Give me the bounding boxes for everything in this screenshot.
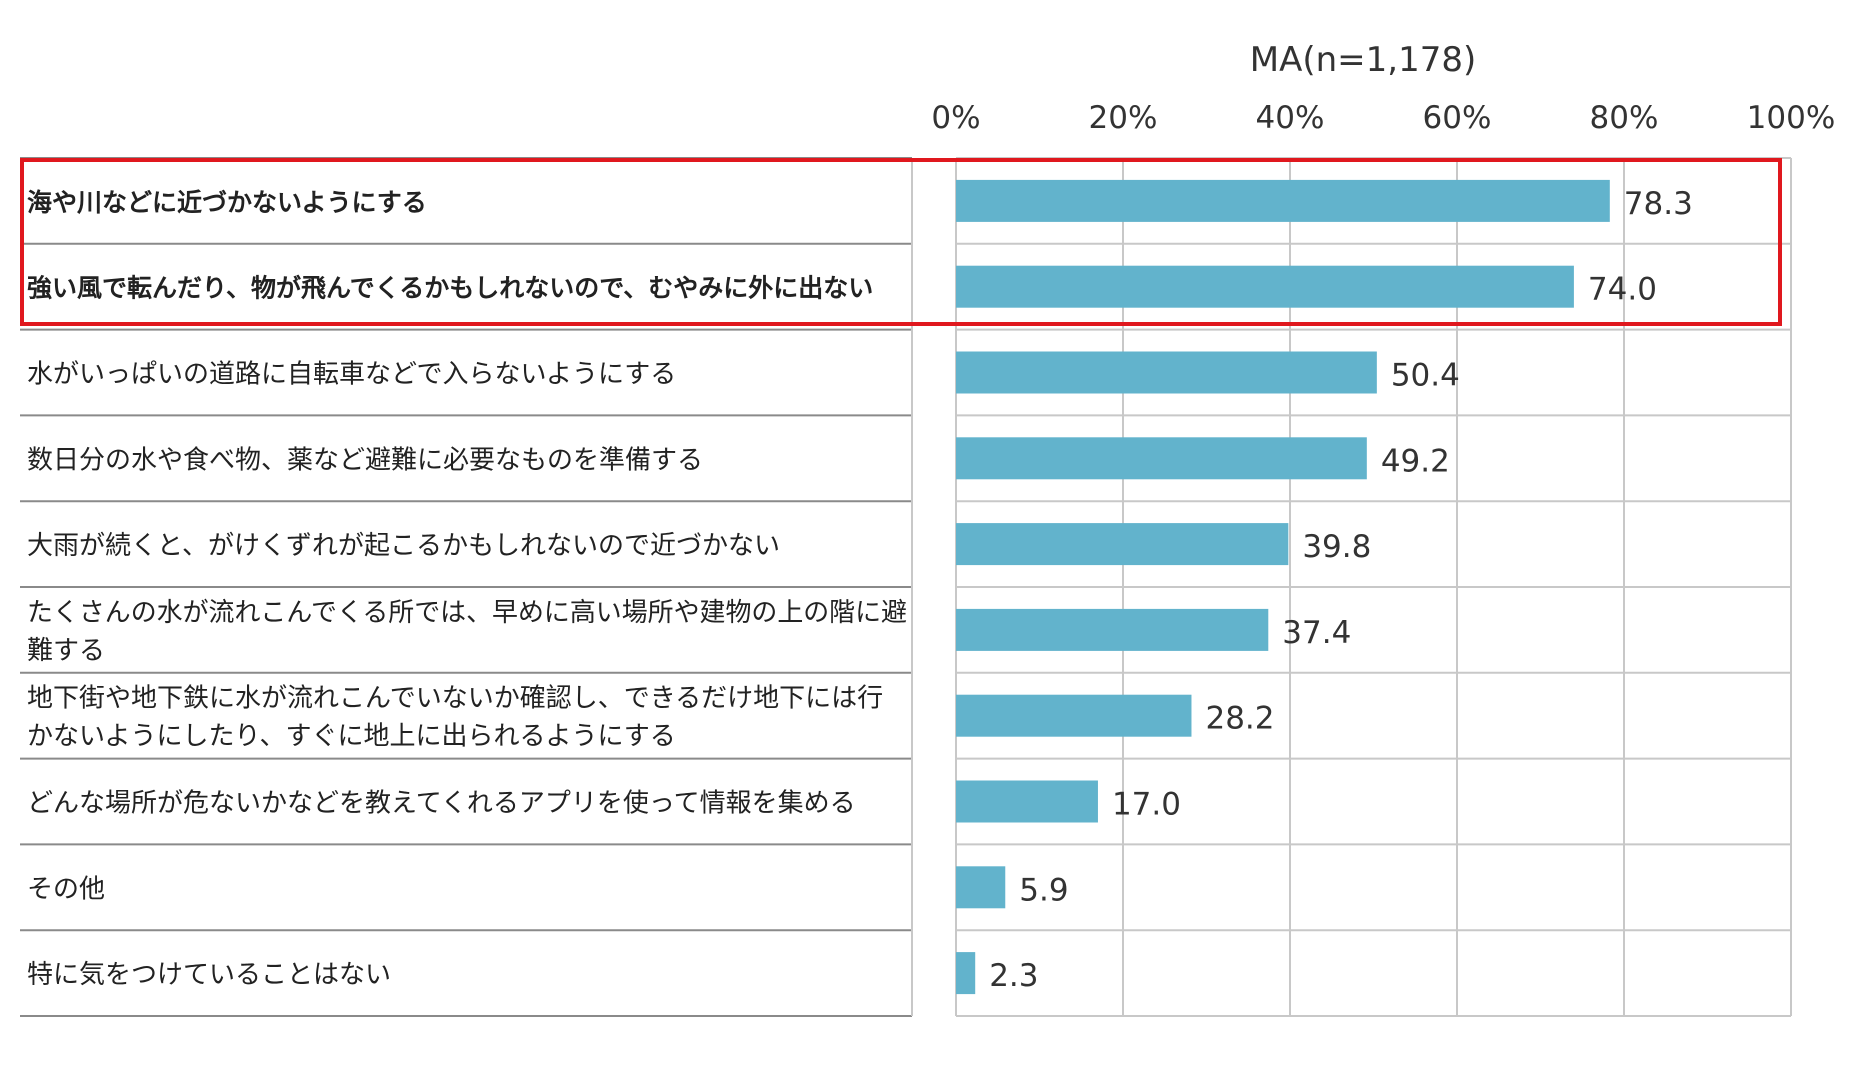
bar xyxy=(956,780,1098,823)
data-label: 39.8 xyxy=(1302,529,1371,565)
bar xyxy=(956,351,1377,394)
category-label: 海や川などに近づかないようにする xyxy=(27,188,427,217)
bar xyxy=(956,523,1289,566)
bar xyxy=(956,265,1574,308)
tick-label: 40% xyxy=(1256,100,1325,136)
tick-label: 0% xyxy=(931,100,980,136)
category-label: たくさんの水が流れこんでくる所では、早めに高い場所や建物の上の階に避難する xyxy=(27,598,907,666)
bar xyxy=(956,952,976,995)
data-label: 50.4 xyxy=(1391,358,1460,394)
category-label-line: 大雨が続くと、がけくずれが起こるかもしれないので近づかない xyxy=(27,531,780,561)
category-label: 特に気をつけていることはない xyxy=(27,960,391,990)
category-label: 強い風で転んだり、物が飛んでくるかもしれないので、むやみに外に出ない xyxy=(27,274,873,303)
bar xyxy=(956,179,1610,222)
bar xyxy=(956,608,1269,651)
category-label: 大雨が続くと、がけくずれが起こるかもしれないので近づかない xyxy=(27,531,780,561)
category-label-line: かないようにしたり、すぐに地上に出られるようにする xyxy=(27,722,676,752)
bar xyxy=(956,866,1006,909)
category-label-line: たくさんの水が流れこんでくる所では、早めに高い場所や建物の上の階に避 xyxy=(27,598,907,628)
highlight-box xyxy=(20,158,1782,326)
bar xyxy=(956,437,1367,480)
tick-labels: 0% 20% 40% 60% 80% 100% xyxy=(931,100,1835,136)
data-label: 17.0 xyxy=(1112,787,1181,823)
bar xyxy=(956,694,1192,737)
category-label: 地下街や地下鉄に水が流れこんでいないか確認し、できるだけ地下には行かないようにし… xyxy=(27,684,883,752)
category-label: どんな場所が危ないかなどを教えてくれるアプリを使って情報を集める xyxy=(27,789,856,819)
category-label-line: その他 xyxy=(27,874,105,904)
data-label: 2.3 xyxy=(989,958,1038,994)
tick-label: 80% xyxy=(1590,100,1659,136)
chart-subtitle: MA(n=1,178) xyxy=(1250,40,1477,80)
category-label-line: 海や川などに近づかないようにする xyxy=(27,188,427,217)
category-labels: 海や川などに近づかないようにする強い風で転んだり、物が飛んでくるかもしれないので… xyxy=(27,188,907,990)
data-label: 37.4 xyxy=(1282,615,1351,651)
category-label-line: 水がいっぱいの道路に自転車などで入らないようにする xyxy=(27,360,676,390)
bars: 78.3 74.0 50.4 49.2 39.8 37.4 28.2 17.0 5.9 2.3 xyxy=(956,179,1693,995)
category-label-line: 強い風で転んだり、物が飛んでくるかもしれないので、むやみに外に出ない xyxy=(27,274,873,303)
category-label-line: 特に気をつけていることはない xyxy=(27,960,391,990)
category-label-line: どんな場所が危ないかなどを教えてくれるアプリを使って情報を集める xyxy=(27,789,856,819)
category-label: 数日分の水や食べ物、薬など避難に必要なものを準備する xyxy=(27,445,703,475)
data-label: 78.3 xyxy=(1624,186,1693,222)
data-label: 28.2 xyxy=(1205,701,1274,737)
category-label: その他 xyxy=(27,874,105,904)
category-label: 水がいっぱいの道路に自転車などで入らないようにする xyxy=(27,360,676,390)
data-label: 49.2 xyxy=(1381,443,1450,479)
category-label-line: 難する xyxy=(27,636,105,666)
tick-label: 20% xyxy=(1089,100,1158,136)
data-label: 5.9 xyxy=(1019,872,1068,908)
data-label: 74.0 xyxy=(1588,272,1657,308)
category-label-line: 地下街や地下鉄に水が流れこんでいないか確認し、できるだけ地下には行 xyxy=(27,684,883,714)
tick-label: 60% xyxy=(1423,100,1492,136)
category-label-line: 数日分の水や食べ物、薬など避難に必要なものを準備する xyxy=(27,445,703,475)
tick-label: 100% xyxy=(1747,100,1836,136)
